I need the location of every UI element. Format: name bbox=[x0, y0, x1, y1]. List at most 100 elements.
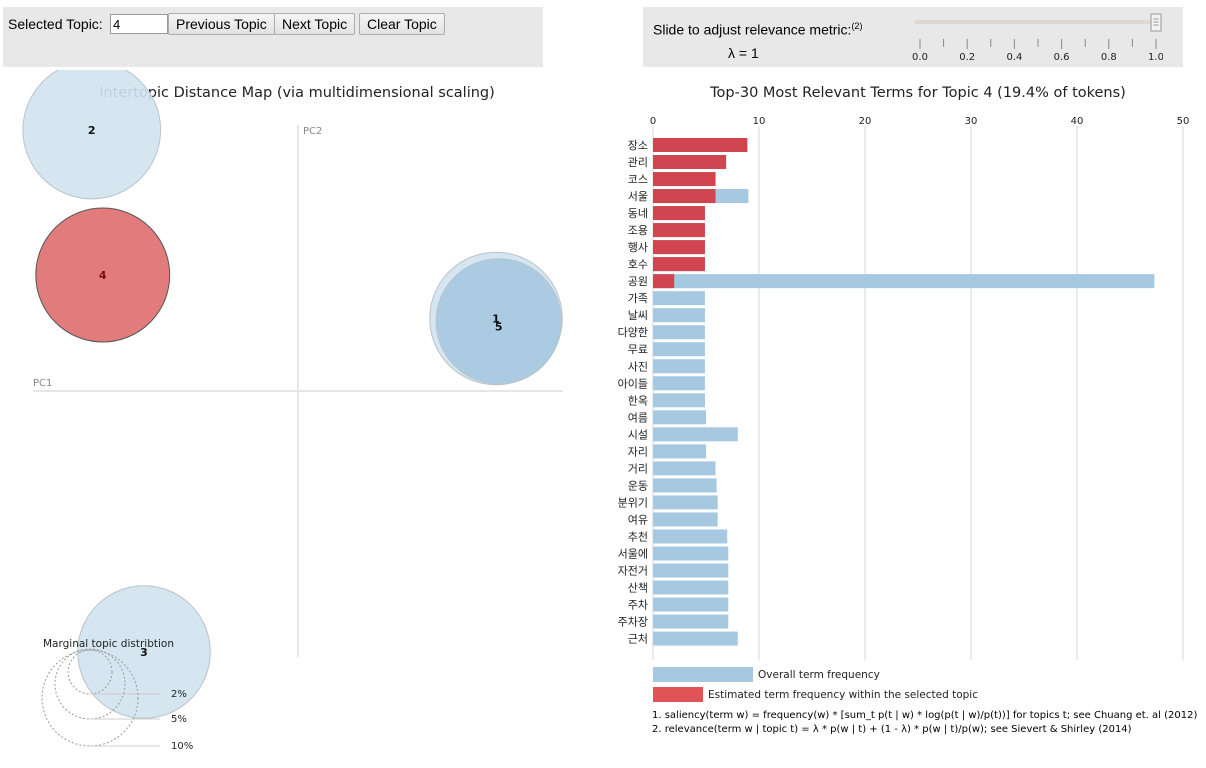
lambda-control-panel: Slide to adjust relevance metric:(2) λ =… bbox=[643, 7, 1183, 67]
topic-circle-4[interactable] bbox=[35, 207, 171, 343]
topic-circle-2[interactable] bbox=[22, 70, 162, 200]
bar-overall[interactable] bbox=[653, 410, 706, 425]
x-tick-label: 30 bbox=[965, 116, 978, 127]
term-label[interactable]: 서울 bbox=[628, 190, 648, 203]
term-label[interactable]: 날씨 bbox=[628, 309, 648, 322]
bar-topic[interactable] bbox=[653, 138, 748, 152]
topic-label-3: 3 bbox=[140, 646, 148, 659]
lambda-slider[interactable]: 0.0 0.2 0.4 0.6 0.8 1.0 bbox=[903, 7, 1163, 67]
topic-control-panel: Selected Topic: Previous Topic Next Topi… bbox=[3, 7, 543, 67]
term-label[interactable]: 거리 bbox=[628, 462, 648, 475]
term-label[interactable]: 호수 bbox=[628, 258, 648, 271]
term-label[interactable]: 자리 bbox=[628, 445, 648, 458]
term-label[interactable]: 여유 bbox=[628, 513, 648, 526]
bar-topic[interactable] bbox=[653, 257, 705, 272]
term-label[interactable]: 관리 bbox=[628, 156, 648, 169]
selected-topic-label: Selected Topic: bbox=[8, 16, 103, 32]
slider-tick-label: 0.4 bbox=[1006, 52, 1022, 63]
bar-overall[interactable] bbox=[653, 393, 705, 408]
next-topic-button[interactable]: Next Topic bbox=[274, 13, 356, 35]
term-label[interactable]: 사진 bbox=[628, 360, 648, 373]
bar-topic[interactable] bbox=[653, 223, 705, 238]
term-label[interactable]: 분위기 bbox=[618, 496, 648, 509]
lambda-slider-label: Slide to adjust relevance metric:(2) bbox=[653, 21, 862, 38]
slider-tick-label: 0.2 bbox=[959, 52, 975, 63]
bar-topic[interactable] bbox=[653, 189, 716, 204]
bar-chart-title: Top-30 Most Relevant Terms for Topic 4 (… bbox=[709, 85, 1126, 101]
bar-overall[interactable] bbox=[653, 291, 705, 306]
pc1-label: PC1 bbox=[33, 378, 52, 389]
bar-overall[interactable] bbox=[653, 427, 738, 442]
term-label[interactable]: 행사 bbox=[628, 241, 648, 254]
pc2-label: PC2 bbox=[303, 126, 322, 137]
bar-overall[interactable] bbox=[653, 563, 729, 578]
term-label[interactable]: 동네 bbox=[628, 207, 648, 220]
clear-topic-button[interactable]: Clear Topic bbox=[359, 13, 445, 35]
bar-overall[interactable] bbox=[653, 529, 728, 544]
legend-topic-label: Estimated term frequency within the sele… bbox=[708, 689, 978, 701]
marginal-legend-circle bbox=[41, 649, 139, 747]
topic-circle-5[interactable] bbox=[435, 258, 562, 385]
term-label[interactable]: 주차 bbox=[628, 599, 648, 612]
topic-label-5: 5 bbox=[495, 320, 503, 333]
selected-topic-input[interactable] bbox=[110, 14, 168, 34]
term-label[interactable]: 아이들 bbox=[618, 377, 648, 390]
term-label[interactable]: 자전거 bbox=[618, 565, 648, 578]
slider-track[interactable] bbox=[915, 20, 1159, 24]
term-label[interactable]: 주차장 bbox=[618, 616, 648, 629]
term-label[interactable]: 무료 bbox=[628, 343, 648, 356]
term-label[interactable]: 여름 bbox=[628, 411, 648, 424]
previous-topic-button[interactable]: Previous Topic bbox=[168, 13, 275, 35]
bar-overall[interactable] bbox=[653, 461, 716, 476]
bar-overall[interactable] bbox=[653, 376, 705, 391]
bar-topic[interactable] bbox=[653, 240, 705, 255]
marginal-legend-circle bbox=[54, 648, 126, 720]
bar-overall[interactable] bbox=[653, 580, 729, 595]
term-label[interactable]: 서울에 bbox=[618, 547, 648, 560]
map-title: Intertopic Distance Map (via multidimens… bbox=[99, 85, 495, 101]
term-label[interactable]: 장소 bbox=[628, 139, 648, 152]
term-label[interactable]: 코스 bbox=[628, 173, 648, 186]
term-label[interactable]: 한옥 bbox=[628, 394, 648, 407]
bar-overall[interactable] bbox=[653, 512, 718, 527]
footnote-saliency: 1. saliency(term w) = frequency(w) * [su… bbox=[652, 710, 1198, 721]
marginal-legend-title: Marginal topic distribtion bbox=[43, 638, 174, 650]
slider-tick-label: 0.6 bbox=[1054, 52, 1070, 63]
bar-overall[interactable] bbox=[653, 444, 706, 459]
term-label[interactable]: 산책 bbox=[628, 582, 648, 595]
term-label[interactable]: 추천 bbox=[628, 529, 648, 543]
bar-overall[interactable] bbox=[653, 631, 738, 646]
slider-tick-label: 0.0 bbox=[912, 52, 928, 63]
x-tick-label: 20 bbox=[859, 116, 872, 127]
x-tick-label: 10 bbox=[753, 116, 766, 127]
bar-overall[interactable] bbox=[653, 274, 1155, 289]
marginal-legend-label: 5% bbox=[171, 714, 187, 725]
term-label[interactable]: 다양한 bbox=[618, 326, 648, 339]
term-label[interactable]: 근처 bbox=[628, 633, 648, 646]
bar-overall[interactable] bbox=[653, 359, 705, 374]
bar-overall[interactable] bbox=[653, 325, 705, 340]
slider-handle[interactable] bbox=[1150, 13, 1162, 32]
x-tick-label: 50 bbox=[1177, 116, 1190, 127]
bar-overall[interactable] bbox=[653, 597, 729, 612]
relevant-terms-bar-chart: Top-30 Most Relevant Terms for Topic 4 (… bbox=[618, 85, 1190, 702]
bar-overall[interactable] bbox=[653, 546, 729, 561]
legend-topic-swatch bbox=[653, 687, 703, 702]
topic-label-2: 2 bbox=[88, 124, 96, 137]
legend-overall-label: Overall term frequency bbox=[758, 669, 880, 681]
bar-overall[interactable] bbox=[653, 478, 717, 493]
term-label[interactable]: 가족 bbox=[628, 292, 648, 305]
intertopic-distance-map: Intertopic Distance Map (via multidimens… bbox=[22, 70, 563, 752]
term-label[interactable]: 시설 bbox=[628, 428, 648, 441]
bar-overall[interactable] bbox=[653, 614, 729, 629]
bar-topic[interactable] bbox=[653, 274, 675, 289]
bar-topic[interactable] bbox=[653, 172, 716, 187]
term-label[interactable]: 운동 bbox=[628, 479, 648, 492]
bar-topic[interactable] bbox=[653, 206, 705, 221]
bar-overall[interactable] bbox=[653, 342, 705, 357]
bar-overall[interactable] bbox=[653, 495, 718, 510]
bar-topic[interactable] bbox=[653, 155, 727, 170]
bar-overall[interactable] bbox=[653, 308, 705, 323]
term-label[interactable]: 공원 bbox=[628, 275, 648, 288]
term-label[interactable]: 조용 bbox=[628, 224, 648, 237]
